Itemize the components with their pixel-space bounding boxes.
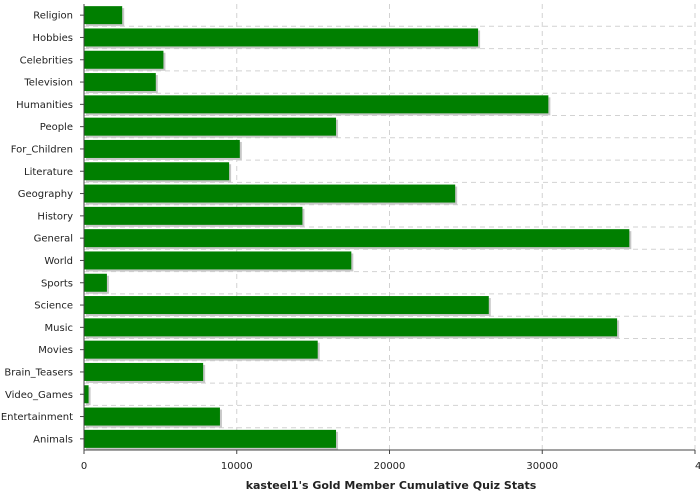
bar-geography xyxy=(84,184,456,203)
x-tick-label: 10000 xyxy=(221,461,253,472)
bar-television xyxy=(84,73,156,92)
bar-movies xyxy=(84,340,318,359)
x-tick-labels: 0 10000 20000 30000 40000 xyxy=(81,461,700,472)
bar-animals xyxy=(84,429,337,448)
category-label: Geography xyxy=(18,189,73,200)
category-label: Movies xyxy=(38,345,73,356)
bar-people xyxy=(84,117,337,136)
bar-sports xyxy=(84,273,107,292)
category-label: For_Children xyxy=(11,144,73,155)
category-label: Sports xyxy=(41,278,73,289)
category-label: Literature xyxy=(24,167,73,178)
bar-literature xyxy=(84,162,230,181)
bar-celebrities xyxy=(84,50,164,69)
grid-lines xyxy=(83,4,696,450)
x-tick-label: 20000 xyxy=(374,461,406,472)
bar-science xyxy=(84,296,489,315)
category-label: Animals xyxy=(33,434,73,445)
bar-hobbies xyxy=(84,28,479,47)
category-label: History xyxy=(37,211,73,222)
category-label: Religion xyxy=(33,11,73,22)
bar-entertainment xyxy=(84,407,220,426)
bar-for-children xyxy=(84,139,240,158)
bar-music xyxy=(84,318,618,337)
category-labels: Religion Hobbies Celebrities Television Huma… xyxy=(1,11,73,446)
bar-brain-teasers xyxy=(84,362,204,381)
axes xyxy=(80,4,696,454)
category-label: Brain_Teasers xyxy=(4,367,73,378)
bar-humanities xyxy=(84,95,549,114)
category-label: People xyxy=(40,122,73,133)
category-label: Celebrities xyxy=(20,55,73,66)
category-label: General xyxy=(34,234,73,245)
x-tick-label: 30000 xyxy=(526,461,558,472)
category-label: Entertainment xyxy=(1,412,73,423)
bar-religion xyxy=(84,6,123,25)
x-tick-label: 0 xyxy=(81,461,87,472)
bar-general xyxy=(84,229,630,248)
category-label: Science xyxy=(34,301,73,312)
x-axis-title: kasteel1's Gold Member Cumulative Quiz S… xyxy=(246,479,537,492)
category-label: Video_Games xyxy=(5,390,73,401)
category-label: World xyxy=(44,256,73,267)
bars xyxy=(84,6,632,450)
category-label: Humanities xyxy=(16,100,73,111)
bar-video-games xyxy=(84,385,89,404)
x-tick-label: 40000 xyxy=(695,461,700,472)
bar-world xyxy=(84,251,352,270)
category-label: Television xyxy=(23,78,73,89)
category-label: Music xyxy=(45,323,73,334)
category-label: Hobbies xyxy=(33,33,73,44)
bar-history xyxy=(84,206,303,225)
